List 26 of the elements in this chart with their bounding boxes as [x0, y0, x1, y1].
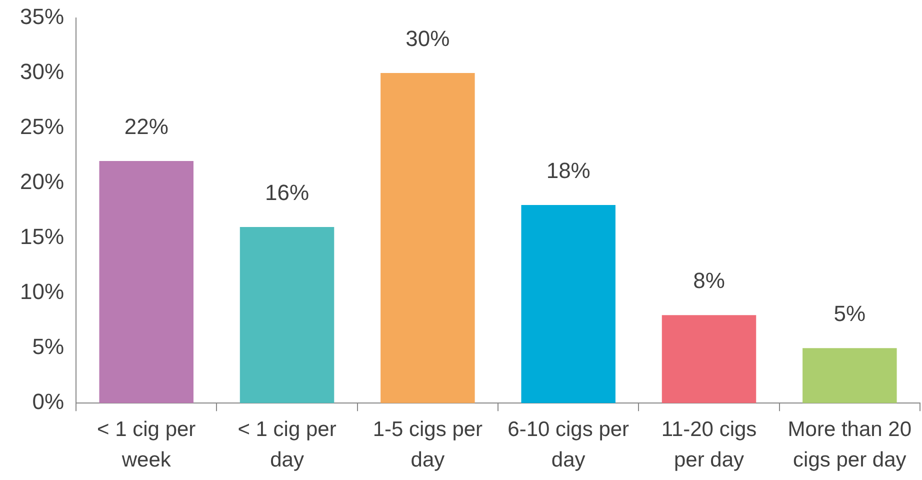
bar: [802, 348, 897, 404]
y-tick-label: 30%: [20, 59, 64, 84]
y-tick-label: 0%: [32, 389, 64, 414]
bar: [99, 161, 194, 404]
bar: [662, 315, 756, 404]
data-label: 30%: [406, 26, 450, 52]
x-tick-label: 6-10 cigs per day: [508, 418, 630, 472]
x-tick-label: < 1 cig per week: [97, 418, 196, 472]
y-tick-label: 25%: [20, 114, 64, 140]
bar: [380, 73, 475, 404]
data-label: 16%: [265, 180, 310, 206]
data-label: 18%: [546, 158, 590, 184]
data-label: 5%: [834, 301, 866, 326]
y-tick-label: 15%: [20, 224, 64, 250]
x-tick-label: More than 20 cigs per day: [788, 418, 912, 472]
y-tick-label: 5%: [32, 334, 64, 360]
data-label: 8%: [693, 268, 725, 294]
x-tick-label: 1-5 cigs per day: [372, 418, 483, 472]
y-tick-label: 20%: [20, 169, 64, 194]
bar: [521, 205, 616, 404]
bar: [240, 227, 334, 404]
x-tick-label: 11-20 cigs per day: [661, 418, 757, 472]
data-label: 22%: [124, 114, 168, 140]
y-tick-label: 10%: [20, 279, 64, 304]
x-tick-label: < 1 cig per day: [238, 418, 336, 472]
y-tick-label: 35%: [20, 4, 64, 30]
